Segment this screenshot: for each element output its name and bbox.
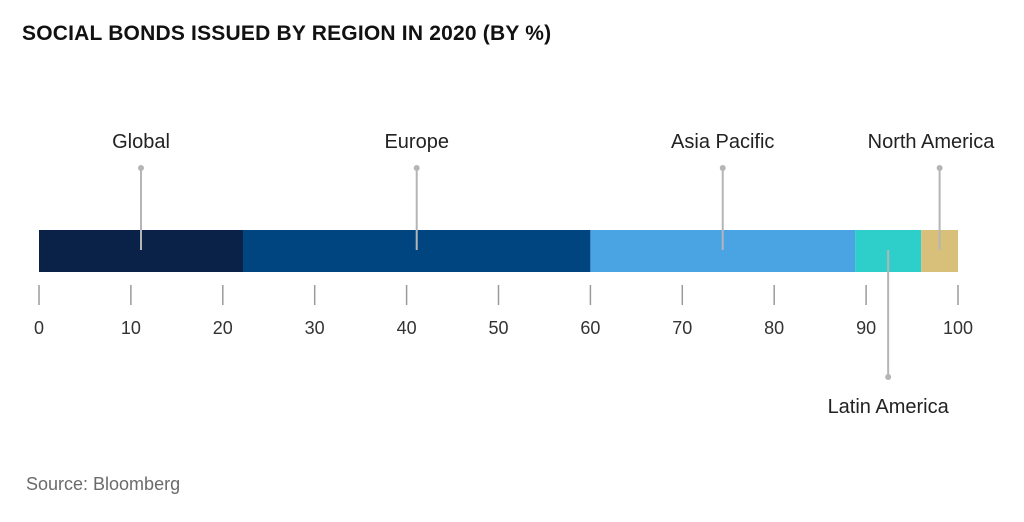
- x-tick-label-50: 50: [488, 318, 508, 338]
- x-tick-label-90: 90: [856, 318, 876, 338]
- x-tick-label-60: 60: [580, 318, 600, 338]
- x-tick-label-20: 20: [213, 318, 233, 338]
- segment-label-asia-pacific: Asia Pacific: [671, 131, 774, 153]
- segment-label-europe: Europe: [384, 131, 449, 153]
- connector-dot-asia-pacific: [719, 165, 726, 171]
- segment-label-latin-america: Latin America: [828, 396, 950, 418]
- connector-overlays: [140, 230, 941, 380]
- connector-dot-europe: [413, 165, 420, 171]
- x-tick-label-10: 10: [121, 318, 141, 338]
- x-axis: 0 10 20 30 40 50 60 70 80 90 100: [34, 285, 973, 338]
- segment-labels: Global Europe Asia Pacific Latin America Nor…: [112, 131, 995, 418]
- connector-dot-global: [138, 165, 145, 171]
- x-tick-label-0: 0: [34, 318, 44, 338]
- segment-label-north-america: North America: [868, 131, 996, 153]
- x-tick-label-100: 100: [943, 318, 973, 338]
- source-note: Source: Bloomberg: [26, 474, 181, 494]
- x-tick-label-80: 80: [764, 318, 784, 338]
- x-tick-label-40: 40: [397, 318, 417, 338]
- connector-dot-latin-america: [885, 374, 892, 380]
- chart-title: SOCIAL BONDS ISSUED BY REGION IN 2020 (B…: [22, 22, 552, 45]
- bar-segments: [39, 230, 958, 272]
- segment-label-global: Global: [112, 131, 170, 153]
- connector-dot-north-america: [936, 165, 943, 171]
- x-tick-label-30: 30: [305, 318, 325, 338]
- x-tick-label-70: 70: [672, 318, 692, 338]
